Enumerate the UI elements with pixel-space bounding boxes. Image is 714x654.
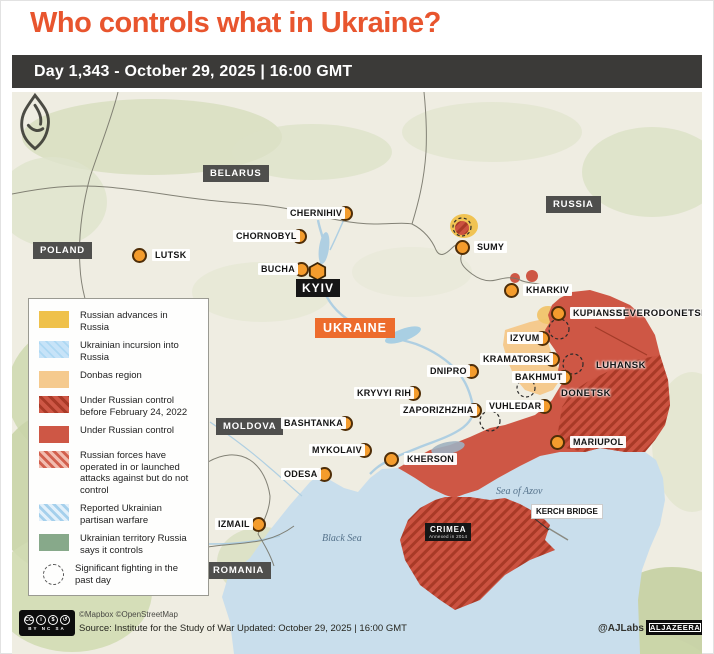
city-label-chornobyl: CHORNOBYL bbox=[233, 230, 300, 242]
city-label-chernihiv: CHERNIHIV bbox=[287, 207, 346, 219]
city-label-izyum: IZYUM bbox=[507, 332, 543, 344]
kyiv-label: KYIV bbox=[296, 279, 341, 297]
cc-license-badge: CC i $ ↺ BY NC SA bbox=[19, 610, 75, 636]
legend-item-partisan: Reported Ukrainian partisan warfare bbox=[39, 503, 198, 526]
city-label-kharkiv: KHARKIV bbox=[523, 284, 573, 296]
source-line: Source: Institute for the Study of War U… bbox=[79, 623, 407, 634]
city-marker-kupiansk bbox=[551, 306, 566, 321]
cc-icon-i: i bbox=[36, 615, 46, 625]
kyiv-capital-marker-fill bbox=[310, 264, 325, 279]
cc-license-icons: CC i $ ↺ bbox=[24, 615, 70, 625]
legend-label-partisan: Reported Ukrainian partisan warfare bbox=[80, 503, 162, 526]
legend-label-advance: Russian advances in Russia bbox=[80, 310, 168, 333]
country-label-russia: RUSSIA bbox=[546, 196, 601, 213]
city-label-odesa: ODESA bbox=[281, 468, 321, 480]
crimea-label-name: CRIMEA bbox=[429, 525, 467, 534]
cc-icon--: ↺ bbox=[60, 615, 70, 625]
city-label-bucha: BUCHA bbox=[258, 263, 298, 275]
city-label-zaporizhzhia: ZAPORIZHZHIA bbox=[400, 404, 477, 416]
legend-item-donbas: Donbas region bbox=[39, 370, 198, 388]
legend-item-advance: Russian advances in Russia bbox=[39, 310, 198, 333]
map-label-layer: KYIV UKRAINE CRIMEA Annexed in 2014 KERC… bbox=[12, 92, 702, 654]
ukraine-map: KYIV UKRAINE CRIMEA Annexed in 2014 KERC… bbox=[12, 92, 702, 654]
legend-swatch-partisan bbox=[39, 504, 69, 521]
cc-icon--: $ bbox=[48, 615, 58, 625]
city-label-izmail: IZMAIL bbox=[215, 518, 253, 530]
region-label-severodonetsk: SEVERODONETSK bbox=[616, 308, 702, 319]
city-label-mykolaiv: MYKOLAIV bbox=[309, 444, 365, 456]
country-label-belarus: BELARUS bbox=[203, 165, 269, 182]
legend-swatch-donbas bbox=[39, 371, 69, 388]
city-label-kupiansk: KUPIANSK bbox=[570, 307, 626, 319]
legend-swatch-advance bbox=[39, 311, 69, 328]
sea-label-black-sea: Black Sea bbox=[322, 533, 362, 544]
city-label-bakhmut: BAKHMUT bbox=[512, 371, 566, 383]
legend-label-operated: Russian forces have operated in or launc… bbox=[80, 450, 189, 496]
cc-license-text: BY NC SA bbox=[28, 626, 66, 631]
legend-swatch-fighting bbox=[43, 564, 64, 585]
legend-swatch-control bbox=[39, 426, 69, 443]
city-label-kryvyi-rih: KRYVYI RIH bbox=[354, 387, 415, 399]
crimea-label: CRIMEA Annexed in 2014 bbox=[425, 523, 472, 542]
legend-label-claimed: Ukrainian territory Russia says it contr… bbox=[80, 533, 187, 556]
legend-item-fighting: Significant fighting in the past day bbox=[39, 563, 198, 586]
city-marker-mariupol bbox=[550, 435, 565, 450]
legend-label-incursion: Ukrainian incursion into Russia bbox=[80, 340, 179, 363]
ajlabs-credit: @AJLabs bbox=[598, 623, 644, 634]
ukraine-country-tag: UKRAINE bbox=[315, 318, 395, 338]
pre2022-hatch-area bbox=[558, 355, 670, 452]
city-label-mariupol: MARIUPOL bbox=[570, 436, 627, 448]
aljazeera-logo-text: ALJAZEERA bbox=[646, 620, 702, 635]
city-label-dnipro: DNIPRO bbox=[427, 365, 470, 377]
city-marker-lutsk bbox=[132, 248, 147, 263]
city-marker-izmail bbox=[251, 517, 266, 532]
legend-label-pre2022: Under Russian control before February 24… bbox=[80, 395, 188, 418]
aljazeera-calligraphy-icon bbox=[20, 92, 50, 151]
crimea-label-sub: Annexed in 2014 bbox=[429, 534, 468, 540]
region-label-luhansk: LUHANSK bbox=[596, 360, 646, 371]
legend-swatch-incursion bbox=[39, 341, 69, 358]
legend-swatch-claimed bbox=[39, 534, 69, 551]
city-label-kherson: KHERSON bbox=[404, 453, 458, 465]
city-marker-kharkiv bbox=[504, 283, 519, 298]
legend-item-claimed: Ukrainian territory Russia says it contr… bbox=[39, 533, 198, 556]
legend-item-control: Under Russian control bbox=[39, 425, 198, 443]
city-marker-sumy bbox=[455, 240, 470, 255]
country-label-moldova: MOLDOVA bbox=[216, 418, 284, 435]
legend-label-control: Under Russian control bbox=[80, 425, 174, 436]
city-label-bashtanka: BASHTANKA bbox=[281, 417, 347, 429]
date-bar: Day 1,343 - October 29, 2025 | 16:00 GMT bbox=[12, 55, 702, 88]
country-borders bbox=[12, 92, 565, 567]
legend-item-incursion: Ukrainian incursion into Russia bbox=[39, 340, 198, 363]
map-attribution: ©Mapbox ©OpenStreetMap bbox=[79, 610, 178, 619]
map-legend: Russian advances in Russia Ukrainian incu… bbox=[28, 298, 209, 596]
sea-label-sea-of-azov: Sea of Azov bbox=[496, 486, 543, 497]
city-label-lutsk: LUTSK bbox=[152, 249, 190, 261]
kyiv-capital-marker bbox=[308, 262, 327, 281]
legend-label-fighting: Significant fighting in the past day bbox=[75, 563, 178, 586]
city-label-vuhledar: VUHLEDAR bbox=[486, 400, 545, 412]
legend-swatch-pre2022 bbox=[39, 396, 69, 413]
city-label-kramatorsk: KRAMATORSK bbox=[480, 353, 554, 365]
region-label-donetsk: DONETSK bbox=[561, 388, 611, 399]
city-label-sumy: SUMY bbox=[474, 241, 508, 253]
legend-label-donbas: Donbas region bbox=[80, 370, 142, 381]
legend-item-operated: Russian forces have operated in or launc… bbox=[39, 450, 198, 496]
legend-item-pre2022: Under Russian control before February 24… bbox=[39, 395, 198, 418]
page-title: Who controls what in Ukraine? bbox=[30, 7, 441, 39]
country-label-poland: POLAND bbox=[33, 242, 92, 259]
city-marker-kherson bbox=[384, 452, 399, 467]
cc-icon-cc: CC bbox=[24, 615, 34, 625]
legend-swatch-operated bbox=[39, 451, 69, 468]
country-label-romania: ROMANIA bbox=[206, 562, 271, 579]
kerch-bridge-label: KERCH BRIDGE bbox=[532, 505, 602, 518]
